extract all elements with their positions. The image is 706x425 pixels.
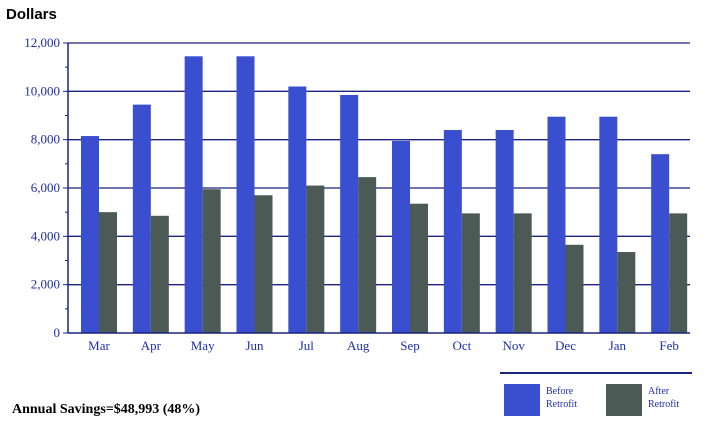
bar-after-feb (669, 213, 688, 333)
bar-before-may (184, 56, 203, 334)
bar-after-may (202, 189, 221, 333)
bar-before-jan (599, 116, 618, 333)
bar-after-oct (461, 213, 480, 333)
x-tick-label: Jul (299, 338, 315, 353)
legend-swatch-after (606, 384, 642, 416)
y-axis-ticks: 0 2,000 4,000 6,000 8,000 10,000 12,000 (24, 35, 68, 340)
x-tick-label: Jun (245, 338, 264, 353)
legend-label-after-line2: Retrofit (648, 399, 680, 410)
axes (67, 43, 690, 334)
annual-savings-annotation: Annual Savings=$48,993 (48%) (12, 402, 201, 417)
bar-after-aug (358, 177, 377, 333)
x-tick-label: May (191, 338, 215, 353)
x-tick-label: Aug (347, 338, 370, 353)
bar-after-jul (306, 185, 325, 333)
bar-after-nov (513, 213, 532, 333)
x-tick-label: Feb (659, 338, 679, 353)
legend-label-before-line2: Retrofit (546, 399, 578, 410)
bar-before-sep (392, 140, 410, 333)
x-tick-label: Nov (502, 338, 525, 353)
bar-after-jun (254, 195, 273, 333)
legend-rule (500, 372, 692, 374)
bar-before-jul (288, 86, 307, 333)
bar-before-mar (81, 136, 99, 333)
x-tick-label: Oct (452, 338, 471, 353)
y-tick-label: 10,000 (24, 83, 60, 98)
bar-after-apr (150, 215, 169, 333)
bar-before-oct (443, 130, 462, 333)
bar-before-nov (495, 130, 514, 333)
bar-before-aug (340, 94, 359, 333)
x-tick-label: Apr (141, 338, 162, 353)
legend: Before Retrofit After Retrofit (500, 372, 692, 420)
bar-after-dec (565, 244, 584, 333)
bar-after-jan (617, 252, 636, 333)
x-tick-label: Dec (555, 338, 576, 353)
y-tick-label: 4,000 (31, 228, 60, 243)
grid-lines (68, 42, 690, 286)
legend-label-before: Before Retrofit (546, 385, 606, 411)
y-axis-title: Dollars (6, 6, 57, 23)
legend-label-before-line1: Before (546, 386, 574, 397)
x-tick-label: Jan (609, 338, 627, 353)
y-tick-label: 2,000 (31, 277, 60, 292)
bar-after-sep (410, 203, 428, 333)
legend-swatch-before (504, 384, 540, 416)
bar-before-jun (236, 56, 255, 334)
bar-chart: 0 2,000 4,000 6,000 8,000 10,000 12,000 Mar Apr… (24, 35, 690, 353)
bar-before-dec (547, 116, 566, 333)
bar-before-feb (651, 154, 670, 333)
y-tick-label: 8,000 (31, 132, 60, 147)
y-tick-label: 0 (54, 325, 61, 340)
x-tick-label: Sep (400, 338, 420, 353)
y-tick-label: 6,000 (31, 180, 60, 195)
bar-after-mar (99, 212, 117, 333)
y-tick-label: 12,000 (24, 35, 60, 50)
legend-label-after: After Retrofit (648, 385, 706, 411)
bars (81, 56, 688, 334)
legend-label-after-line1: After (648, 386, 670, 397)
bar-before-apr (132, 104, 151, 333)
x-tick-label: Mar (88, 338, 110, 353)
x-axis-ticks: Mar Apr May Jun Jul Aug Sep Oct Nov Dec Jan Feb (88, 338, 679, 353)
